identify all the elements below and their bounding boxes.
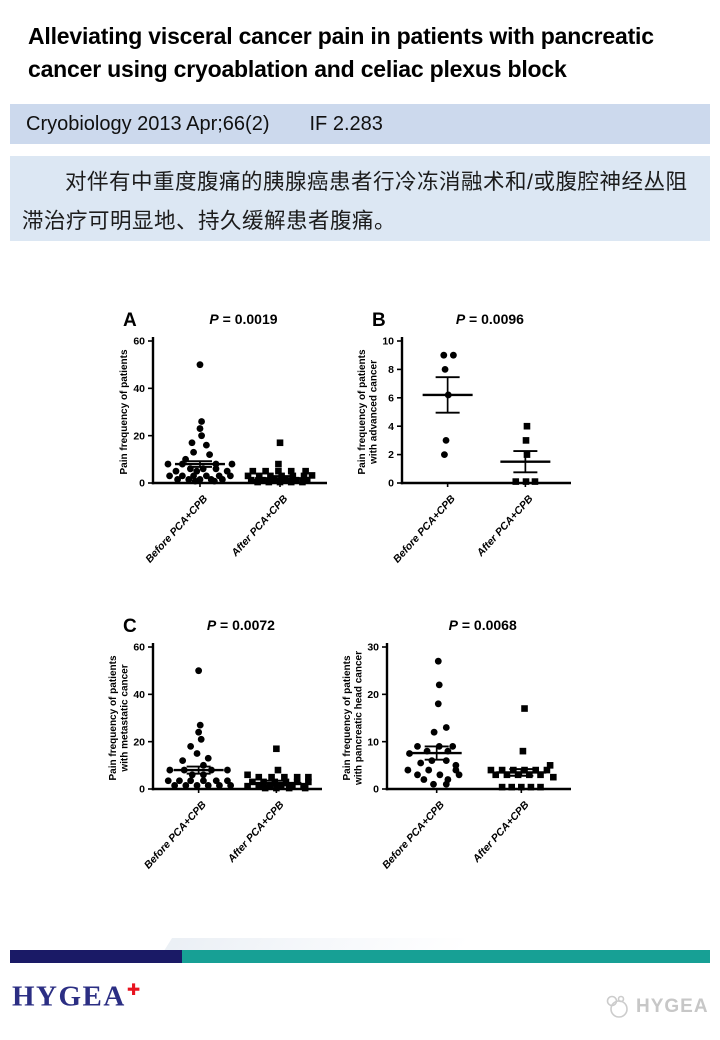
scatter-panel-d: P = 0.0068 0 10 20 30 Pain frequency of patie… [342,617,571,870]
x-category-label: Before PCA+CPB [142,799,209,870]
y-tick-label: 4 [388,421,394,433]
y-tick-label: 0 [373,784,379,796]
y-axis-title: with metastatic cancer [120,664,131,772]
series-0-points [164,361,236,485]
series-1-points [512,422,539,485]
hygea-logo: HYGEA✚ [12,980,140,1014]
x-category-label: After PCA+CPB [470,799,532,866]
y-tick-label: 40 [133,383,145,395]
summary-text: 对伴有中重度腹痛的胰腺癌患者行冷冻消融术和/或腹腔神经丛阻滞治疗可明显地、持久缓… [22,170,688,233]
scatter-panel-b: B P = 0.0096 0 2 4 6 8 10 Pain frequency of pati… [357,310,571,564]
panel-letter: A [123,310,137,331]
hygea-watermark-icon [606,995,628,1018]
footer-bar-teal [182,950,710,963]
footer-bar-navy [10,950,182,963]
series-0-points [164,667,235,789]
y-tick-label: 10 [367,736,379,748]
series-1-points [244,439,316,486]
y-tick-label: 30 [367,642,379,654]
x-category-label: Before PCA+CPB [391,493,458,564]
y-axis-title: with pancreatic head cancer [354,651,365,786]
x-category-label: After PCA+CPB [474,493,536,560]
series-1-points [487,705,557,791]
x-category-label: Before PCA+CPB [143,493,210,564]
hygea-watermark: HYGEA [604,994,709,1020]
journal-citation: Cryobiology 2013 Apr;66(2) [26,112,270,135]
series-1-points [244,745,312,792]
y-axis-title: Pain frequency of patients [119,349,130,474]
impact-factor: IF 2.283 [309,112,383,135]
medical-cross-icon: ✚ [126,980,141,999]
y-axis-title: Pain frequency of patients [357,349,368,474]
y-axis-title: Pain frequency of patients [108,655,119,780]
p-value-label: P = 0.0019 [209,311,277,327]
hygea-logo-text: HYGEA [12,980,126,1013]
p-value-label: P = 0.0072 [207,617,275,633]
y-axis-title: Pain frequency of patients [342,655,353,780]
y-tick-label: 6 [388,392,394,404]
y-tick-label: 20 [133,430,145,442]
y-tick-label: 2 [388,449,394,461]
y-tick-label: 60 [133,642,145,654]
summary-box: 对伴有中重度腹痛的胰腺癌患者行冷冻消融术和/或腹腔神经丛阻滞治疗可明显地、持久缓… [10,156,710,241]
y-tick-label: 0 [139,784,145,796]
series-0-points [440,351,457,458]
panel-letter: B [372,310,386,331]
page-title: Alleviating visceral cancer pain in pati… [28,23,654,82]
y-axis-title: with advanced cancer [369,360,380,465]
p-value-label: P = 0.0096 [456,311,524,327]
y-tick-label: 20 [133,736,145,748]
p-value-label: P = 0.0068 [449,617,517,633]
series-0-points [404,657,463,788]
y-tick-label: 20 [367,689,379,701]
y-tick-label: 0 [388,478,394,490]
panel-letter: C [123,616,137,637]
y-tick-label: 60 [133,336,145,348]
hygea-watermark-text: HYGEA [636,996,709,1017]
scatter-panel-c: C P = 0.0072 0 20 40 60 Pain frequency of pati… [108,616,322,870]
x-category-label: After PCA+CPB [225,799,287,866]
x-category-label: Before PCA+CPB [380,799,447,870]
y-tick-label: 40 [133,689,145,701]
journal-banner: Cryobiology 2013 Apr;66(2) IF 2.283 [10,104,710,144]
x-category-label: After PCA+CPB [229,493,291,560]
y-tick-label: 10 [382,336,394,348]
y-tick-label: 8 [388,364,394,376]
y-tick-label: 0 [139,478,145,490]
